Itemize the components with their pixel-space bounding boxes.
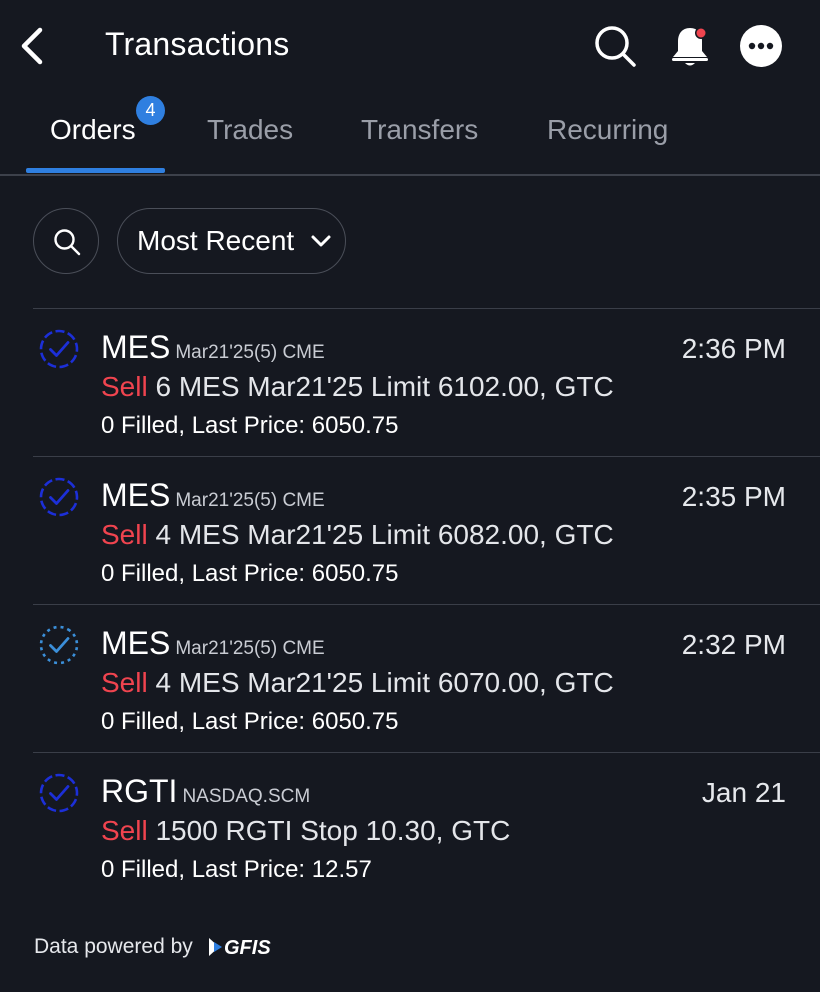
order-pending-icon <box>39 625 79 665</box>
search-icon[interactable] <box>591 22 639 70</box>
order-side: Sell <box>101 371 148 402</box>
order-symbol: MES <box>101 625 171 661</box>
tab-transfers[interactable]: Transfers <box>361 114 479 145</box>
order-fill-status: 0 Filled, Last Price: 6050.75 <box>101 560 399 587</box>
more-horizontal-icon[interactable] <box>737 22 785 70</box>
tab-trades[interactable]: Trades <box>207 114 294 145</box>
order-time: 2:32 PM <box>681 629 786 660</box>
order-time: 2:36 PM <box>681 333 786 364</box>
order-search-button[interactable] <box>33 208 99 274</box>
order-details: 6 MES Mar21'25 Limit 6102.00, GTC <box>155 371 614 402</box>
order-details: 1500 RGTI Stop 10.30, GTC <box>155 815 511 846</box>
order-list: MES Mar21'25(5) CME 2:36 PM Sell 6 MES Ma… <box>33 308 820 900</box>
order-exchange-meta: NASDAQ.SCM <box>182 786 311 807</box>
tab-recurring[interactable]: Recurring <box>547 114 669 145</box>
order-symbol: MES <box>101 329 171 365</box>
order-working-icon <box>39 329 79 369</box>
order-side: Sell <box>101 519 148 550</box>
search-icon <box>54 229 81 256</box>
order-description: Sell 6 MES Mar21'25 Limit 6102.00, GTC <box>101 371 614 403</box>
order-symbol: MES <box>101 477 171 513</box>
order-time: 2:35 PM <box>681 481 786 512</box>
order-row[interactable]: MES Mar21'25(5) CME 2:36 PM Sell 6 MES Ma… <box>33 309 820 457</box>
order-description: Sell 4 MES Mar21'25 Limit 6070.00, GTC <box>101 667 614 699</box>
order-contract-meta: Mar21'25(5) CME <box>175 342 325 363</box>
active-tab-indicator <box>26 168 165 173</box>
gfis-logo: GFIS <box>209 937 272 959</box>
order-fill-status: 0 Filled, Last Price: 6050.75 <box>101 708 399 735</box>
chevron-down-icon <box>311 235 331 247</box>
app-header: Transactions <box>0 0 820 92</box>
order-symbol-line: MES Mar21'25(5) CME <box>101 625 325 662</box>
svg-text:GFIS: GFIS <box>224 937 271 959</box>
order-contract-meta: Mar21'25(5) CME <box>175 490 325 511</box>
order-symbol-line: MES Mar21'25(5) CME <box>101 477 325 514</box>
order-date: Jan 21 <box>701 777 786 808</box>
data-attribution: Data powered by GFIS <box>34 934 277 966</box>
order-contract-meta: Mar21'25(5) CME <box>175 638 325 659</box>
order-symbol-line: MES Mar21'25(5) CME <box>101 329 325 366</box>
bell-icon[interactable] <box>666 22 714 70</box>
order-fill-status: 0 Filled, Last Price: 12.57 <box>101 856 372 883</box>
order-side: Sell <box>101 815 148 846</box>
sort-dropdown[interactable]: Most Recent <box>117 208 346 274</box>
notification-dot <box>696 28 706 38</box>
order-working-icon <box>39 477 79 517</box>
order-details: 4 MES Mar21'25 Limit 6082.00, GTC <box>155 519 614 550</box>
order-fill-status: 0 Filled, Last Price: 6050.75 <box>101 412 399 439</box>
order-working-icon <box>39 773 79 813</box>
orders-count-badge: 4 <box>136 96 165 125</box>
order-row[interactable]: RGTI NASDAQ.SCM Jan 21 Sell 1500 RGTI Sto… <box>33 753 820 900</box>
tab-orders[interactable]: Orders <box>50 114 136 145</box>
order-description: Sell 1500 RGTI Stop 10.30, GTC <box>101 815 510 847</box>
order-side: Sell <box>101 667 148 698</box>
order-symbol-line: RGTI NASDAQ.SCM <box>101 773 310 810</box>
order-row[interactable]: MES Mar21'25(5) CME 2:35 PM Sell 4 MES Ma… <box>33 457 820 605</box>
chevron-left-icon[interactable] <box>14 24 50 68</box>
tab-bar: Orders 4 Trades Transfers Recurring <box>0 92 820 176</box>
order-row[interactable]: MES Mar21'25(5) CME 2:32 PM Sell 4 MES Ma… <box>33 605 820 753</box>
order-details: 4 MES Mar21'25 Limit 6070.00, GTC <box>155 667 614 698</box>
page-title: Transactions <box>105 26 290 62</box>
attribution-text: Data powered by <box>34 935 193 958</box>
order-description: Sell 4 MES Mar21'25 Limit 6082.00, GTC <box>101 519 614 551</box>
order-symbol: RGTI <box>101 773 178 809</box>
sort-label: Most Recent <box>137 225 295 256</box>
